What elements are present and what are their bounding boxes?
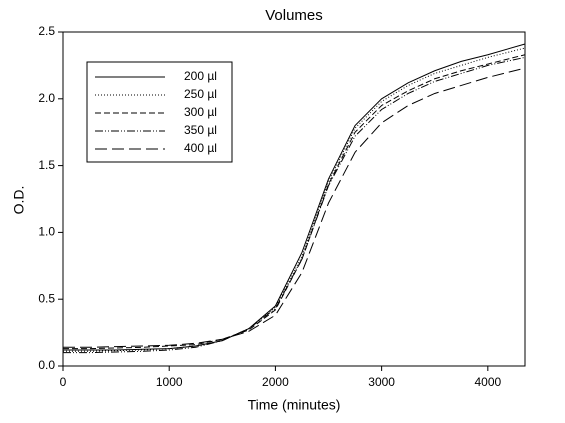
series-line (63, 43, 526, 351)
y-axis-label: O.D. (11, 186, 27, 215)
y-tick-label: 1.5 (38, 158, 55, 172)
series-line (63, 54, 526, 350)
series-line (63, 67, 526, 348)
legend-box (86, 61, 233, 163)
x-tick-label: 1000 (156, 375, 183, 389)
series-line (63, 56, 526, 354)
x-tick-label: 0 (60, 375, 67, 389)
x-tick-label: 4000 (474, 375, 501, 389)
legend-label: 200 µl (184, 69, 217, 83)
x-tick-label: 3000 (368, 375, 395, 389)
legend-label: 300 µl (184, 105, 217, 119)
y-tick-label: 1.0 (38, 225, 55, 239)
series-line (63, 47, 526, 352)
legend-label: 250 µl (184, 87, 217, 101)
y-tick-label: 0.5 (38, 291, 55, 305)
y-tick-label: 2.0 (38, 91, 55, 105)
chart-title: Volumes (265, 7, 323, 24)
plot-frame (62, 31, 526, 367)
x-axis-label: Time (minutes) (248, 397, 341, 413)
legend-label: 400 µl (184, 141, 217, 155)
x-tick-label: 2000 (262, 375, 289, 389)
y-tick-label: 0.0 (38, 358, 55, 372)
y-tick-label: 2.5 (38, 24, 55, 38)
legend-label: 350 µl (184, 123, 217, 137)
